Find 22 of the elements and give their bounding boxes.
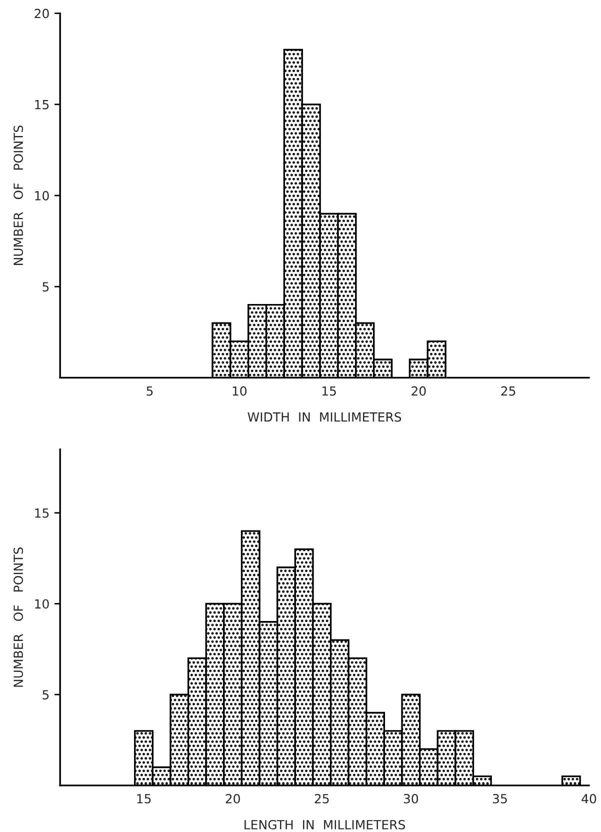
- x-tick-label: 30: [404, 794, 418, 804]
- y-tick-label: 20: [34, 8, 49, 18]
- y-tick-label: 15: [35, 100, 49, 110]
- x-tick-label: 35: [492, 794, 507, 804]
- x-tick-label: 10: [232, 386, 247, 396]
- x-tick-label: 15: [322, 386, 336, 396]
- x-tick-label: 25: [314, 794, 329, 804]
- y-tick-label: 15: [35, 508, 49, 518]
- y-axis-title: NUMBER OF POINTS: [14, 126, 24, 265]
- x-axis-title: LENGTH IN MILLIMETERS: [244, 820, 406, 830]
- x-tick-label: 20: [412, 386, 426, 396]
- x-tick-label: 25: [501, 386, 516, 396]
- x-tick-label: 15: [137, 794, 151, 804]
- y-tick-label: 5: [42, 690, 49, 700]
- x-tick-label: 5: [146, 386, 153, 396]
- x-tick-label: 40: [582, 794, 596, 804]
- x-tick-label: 20: [226, 794, 240, 804]
- y-axis-title: NUMBER OF POINTS: [14, 547, 24, 687]
- y-tick-label: 10: [35, 599, 49, 609]
- y-tick-label: 5: [42, 282, 49, 292]
- x-axis-title: WIDTH IN MILLIMETERS: [248, 412, 402, 422]
- y-tick-label: 10: [35, 190, 49, 200]
